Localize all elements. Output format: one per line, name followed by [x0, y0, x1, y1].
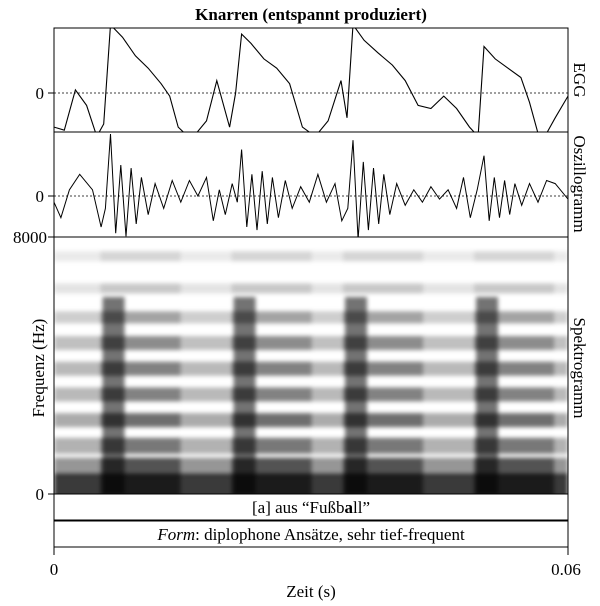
form-tier-frame — [53, 520, 569, 548]
pulse-2-band-9 — [342, 251, 423, 262]
pulse-1-band-7 — [231, 311, 312, 324]
spec-ylabel: Frequenz (Hz) — [29, 319, 48, 418]
pulse-3-band-9 — [474, 251, 555, 262]
pulse-0-band-3 — [100, 413, 181, 428]
pulse-3-band-4 — [474, 387, 555, 402]
pulse-3-band-8 — [474, 283, 555, 294]
pulse-1-band-3 — [231, 413, 312, 428]
pulse-1-band-8 — [231, 283, 312, 294]
x-tick-max: 0.06 — [551, 560, 581, 579]
osc-panel: 0 Oszillogramm — [36, 131, 589, 238]
pulse-2-band-6 — [342, 336, 423, 351]
pulse-3-band-6 — [474, 336, 555, 351]
pulse-2-band-8 — [342, 283, 423, 294]
osc-zero-tick-label: 0 — [36, 187, 45, 206]
egg-panel: 0 EGG — [36, 27, 589, 133]
pulse-1-band-2 — [231, 437, 312, 454]
pulse-3-band-5 — [474, 361, 555, 376]
pulse-2-band-2 — [342, 437, 423, 454]
segment-tier: [a] aus “Fußball” — [53, 493, 569, 521]
osc-panel-frame — [53, 131, 569, 238]
segment-tier-label: [a] aus “Fußball” — [252, 498, 370, 517]
pulse-0-band-9 — [100, 251, 181, 262]
spec-ytick-top: 8000 — [13, 228, 47, 247]
pulse-1-band-5 — [231, 361, 312, 376]
pulse-1-band-1 — [231, 457, 312, 476]
spec-panel-label: Spektrogramm — [570, 317, 589, 418]
segment-tier-frame — [53, 493, 569, 521]
egg-waveform — [54, 28, 568, 132]
spectrogram-image — [54, 251, 568, 494]
pulse-2-band-3 — [342, 413, 423, 428]
pulse-0-band-6 — [100, 336, 181, 351]
egg-panel-frame — [53, 27, 569, 133]
egg-zero-tick-label: 0 — [36, 84, 45, 103]
x-tick-min: 0 — [50, 560, 59, 579]
spectrogram-panel: 8000 0 Frequenz (Hz) Spektrogramm — [13, 228, 589, 504]
pulse-2-band-5 — [342, 361, 423, 376]
pulse-1-band-6 — [231, 336, 312, 351]
form-tier: Form: diplophone Ansätze, sehr tief-freq… — [53, 520, 569, 548]
x-axis-label: Zeit (s) — [286, 582, 336, 601]
pulse-0-band-7 — [100, 311, 181, 324]
pulse-2-band-1 — [342, 457, 423, 476]
pulse-2-band-7 — [342, 311, 423, 324]
osc-panel-label: Oszillogramm — [570, 135, 589, 232]
pulse-0-band-4 — [100, 387, 181, 402]
pulse-3-band-1 — [474, 457, 555, 476]
pulse-0-band-5 — [100, 361, 181, 376]
form-tier-label: Form: diplophone Ansätze, sehr tief-freq… — [156, 525, 465, 544]
pulse-1-band-4 — [231, 387, 312, 402]
x-axis: 0 0.06 Zeit (s) — [50, 547, 581, 601]
chart-title: Knarren (entspannt produziert) — [195, 5, 427, 24]
f0-energy-band — [54, 473, 568, 494]
egg-panel-label: EGG — [570, 63, 589, 98]
pulse-0-band-1 — [100, 457, 181, 476]
pulse-0-band-8 — [100, 283, 181, 294]
pulse-3-band-7 — [474, 311, 555, 324]
pulse-1-band-9 — [231, 251, 312, 262]
pulse-3-band-2 — [474, 437, 555, 454]
pulse-2-band-4 — [342, 387, 423, 402]
pulse-3-band-3 — [474, 413, 555, 428]
oscillogram-waveform — [54, 133, 568, 237]
pulse-0-band-2 — [100, 437, 181, 454]
spec-ytick-bottom: 0 — [36, 485, 45, 504]
